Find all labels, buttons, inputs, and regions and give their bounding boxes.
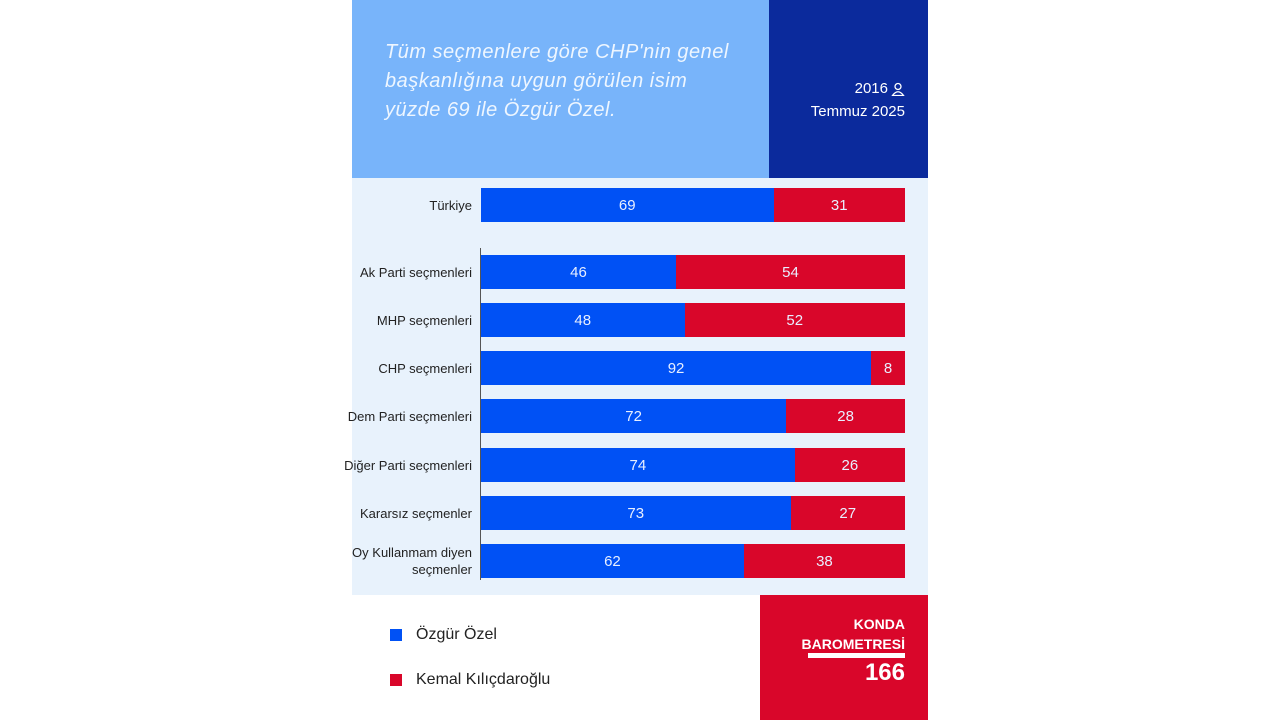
bar-segment: 52 <box>684 303 905 337</box>
data-label: 46 <box>570 263 587 281</box>
data-label: 72 <box>625 407 642 425</box>
data-label: 31 <box>830 196 848 214</box>
stacked-bar-chart: Türkiye 69 31 Ak Parti seçmenleri 46 54 MHP se… <box>344 178 928 595</box>
sample-size: 2016 <box>854 80 888 97</box>
bar-segment: 54 <box>676 255 905 289</box>
bar-segment: 72 <box>481 399 787 433</box>
data-label: 38 <box>816 552 833 570</box>
brand-subtitle: BAROMETRESİ <box>801 636 905 652</box>
data-label: 62 <box>604 552 621 570</box>
data-label: 27 <box>839 504 857 522</box>
person-icon <box>891 82 905 96</box>
bar-segment: 26 <box>794 448 905 482</box>
legend-label: Özgür Özel <box>416 626 497 643</box>
bar-segment: 74 <box>481 448 795 482</box>
data-label: 28 <box>837 407 854 425</box>
infographic: Tüm seçmenlere göre CHP'nin genel başkan… <box>344 0 928 720</box>
konda-barometer-badge: KONDA BAROMETRESİ 166 <box>760 595 928 720</box>
category-label: CHP seçmenleri <box>378 360 472 376</box>
category-label: Ak Parti seçmenleri <box>360 264 472 280</box>
survey-info-panel: 2016 Temmuz 2025 <box>769 0 928 178</box>
category-label: Oy Kullanmam diyen seçmenler <box>352 545 472 577</box>
data-label: 73 <box>627 504 645 522</box>
axis-line <box>480 248 481 580</box>
headline: Tüm seçmenlere göre CHP'nin genel başkan… <box>385 41 729 121</box>
bar-segment: 46 <box>481 255 677 289</box>
bar-segment: 28 <box>786 399 905 433</box>
brand-name: KONDA <box>853 616 905 632</box>
legend-swatch <box>390 674 402 686</box>
legend-swatch <box>390 629 402 641</box>
category-label: MHP seçmenleri <box>376 312 472 328</box>
bar-segment: 92 <box>481 351 872 385</box>
data-label: 48 <box>574 311 592 329</box>
data-label: 54 <box>782 263 799 281</box>
bar-segment: 48 <box>481 303 685 337</box>
legend-item: Özgür Özel <box>390 626 497 644</box>
header-panel: Tüm seçmenlere göre CHP'nin genel başkan… <box>352 0 769 178</box>
bar-segment: 73 <box>481 496 791 530</box>
category-label: Dem Parti seçmenleri <box>347 408 472 424</box>
data-label: 69 <box>618 196 636 214</box>
data-label: 92 <box>667 359 685 377</box>
data-label: 52 <box>786 311 804 329</box>
bar-segment: 62 <box>481 544 744 578</box>
category-label: Kararsız seçmenler <box>360 505 472 521</box>
data-label: 74 <box>629 456 647 474</box>
bar-segment: 69 <box>481 188 774 222</box>
brand-divider <box>808 653 905 658</box>
bar-segment: 8 <box>871 351 905 385</box>
category-label: Türkiye <box>429 197 472 213</box>
bar-segment: 38 <box>743 544 905 578</box>
bar-segment: 31 <box>773 188 905 222</box>
data-label: 8 <box>883 359 893 377</box>
issue-number: 166 <box>864 659 905 686</box>
survey-date: Temmuz 2025 <box>810 103 905 120</box>
legend-label: Kemal Kılıçdaroğlu <box>416 671 551 688</box>
legend-item: Kemal Kılıçdaroğlu <box>390 671 550 689</box>
bar-segment: 27 <box>790 496 905 530</box>
data-label: 26 <box>841 456 859 474</box>
category-label: Diğer Parti seçmenleri <box>344 457 472 473</box>
